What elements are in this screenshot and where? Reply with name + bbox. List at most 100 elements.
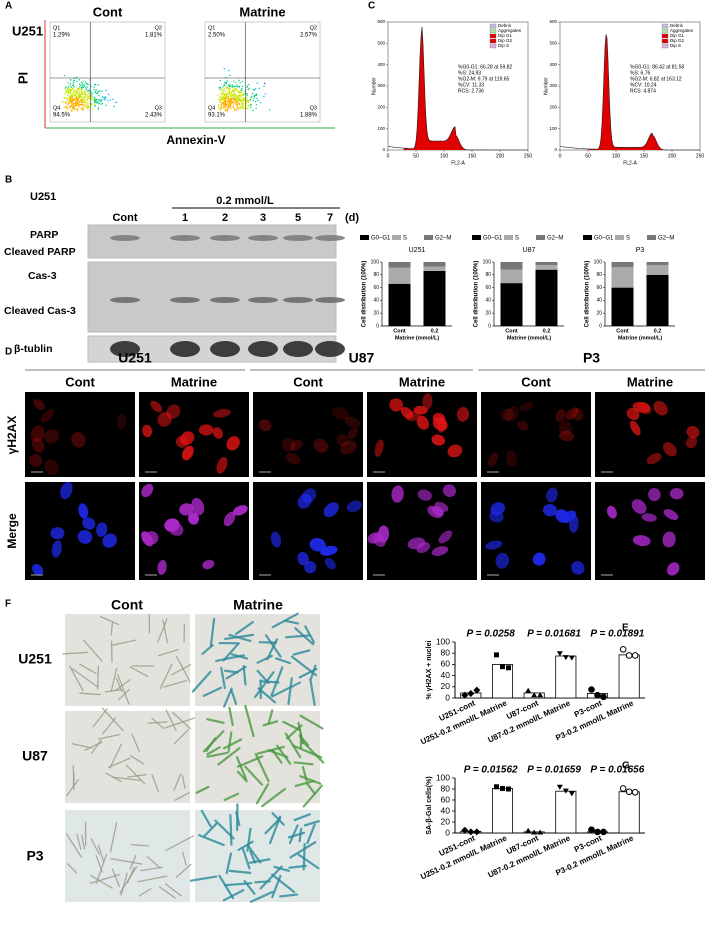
cell (189, 875, 218, 882)
cell (217, 747, 241, 766)
cell-line: P3 (583, 350, 600, 366)
flow-dot (238, 92, 240, 94)
data-point (537, 829, 544, 835)
nucleus (44, 459, 59, 476)
cell (225, 665, 247, 680)
cell (129, 666, 149, 678)
flow-dot (226, 80, 228, 82)
y-tick-label: 20 (441, 681, 451, 691)
cell (273, 865, 291, 872)
cell (95, 853, 108, 884)
flow-dot (98, 94, 100, 97)
flow-dot (240, 107, 242, 109)
flow-dot (247, 100, 250, 102)
flow-dot (67, 82, 70, 84)
flow-dot (74, 94, 77, 96)
legend-text: Dip G2 (670, 38, 685, 43)
data-point (562, 655, 569, 661)
flow-dot (219, 86, 222, 89)
quadrant-percent: 1.88% (300, 113, 318, 119)
nucleus (212, 427, 223, 439)
nucleus (389, 398, 404, 412)
flow-dot (80, 84, 82, 86)
data-point (494, 784, 499, 790)
flow-dot (71, 110, 73, 112)
flow-dot (77, 108, 79, 110)
flow-dot (222, 95, 225, 98)
cell-line: P3 (26, 848, 43, 864)
flow-dot (72, 84, 75, 86)
flow-dot (69, 106, 71, 108)
y-tick-label: 500 (377, 41, 385, 46)
flow-dot (80, 93, 82, 96)
flow-dot (76, 92, 79, 95)
flow-dot (95, 99, 98, 101)
chart-title: U87 (523, 247, 536, 254)
x-tick-label: 0.2 (654, 328, 662, 334)
flow-dot (250, 106, 252, 108)
band (248, 341, 278, 357)
flow-dot (223, 68, 225, 70)
flow-dot (65, 101, 67, 103)
flow-dot (233, 88, 235, 90)
flow-dot (65, 97, 67, 99)
flow-dot (71, 89, 73, 91)
flow-dot (230, 97, 232, 100)
flow-dot (237, 102, 239, 104)
flow-dot (223, 93, 226, 95)
flow-dot (93, 83, 96, 86)
cell (131, 733, 140, 752)
cell (249, 890, 274, 903)
flow-dot (234, 88, 236, 90)
cell (302, 784, 323, 808)
cell (107, 757, 131, 769)
legend-text: S (515, 236, 519, 242)
flow-dot (225, 90, 228, 93)
cell (111, 776, 142, 782)
nucleus (323, 502, 339, 518)
flow-dot (240, 89, 242, 91)
flow-dot (220, 91, 222, 94)
flow-dot (71, 96, 74, 99)
flow-dot (221, 88, 223, 91)
nucleus (485, 540, 503, 550)
cell (79, 692, 101, 696)
cell (69, 665, 84, 692)
flow-dot (242, 97, 244, 100)
axis-label: Matrine (mmol/L) (395, 335, 439, 341)
flow-dot (88, 83, 90, 86)
flow-dot (80, 101, 82, 103)
cell (83, 639, 103, 662)
flow-dot (69, 109, 72, 111)
flow-dot (223, 90, 225, 92)
flow-dot (80, 87, 83, 89)
flow-dot (112, 98, 114, 100)
lane-label: 1 (182, 212, 188, 224)
flow-dot (230, 92, 232, 94)
flow-dot (227, 97, 229, 99)
flow-dot (86, 96, 89, 98)
flow-dot (217, 105, 219, 108)
cell (198, 834, 225, 847)
nucleus (31, 437, 45, 453)
p-value: P = 0.01659 (527, 765, 581, 776)
cell (293, 813, 311, 822)
quadrant-percent: 1.81% (145, 33, 163, 39)
flow-dot (91, 93, 93, 95)
legend-text: S (626, 236, 630, 242)
band (315, 341, 345, 357)
nucleus (391, 485, 404, 503)
flow-dot (99, 90, 101, 92)
flow-dot (234, 95, 236, 97)
legend-swatch (360, 235, 369, 240)
cell (288, 824, 299, 844)
flow-dot (83, 83, 85, 86)
cell (244, 704, 255, 738)
flow-dot (235, 103, 238, 106)
bar (555, 790, 577, 834)
flow-dot (73, 89, 75, 91)
nucleus (270, 531, 282, 548)
cell (110, 622, 114, 636)
bar-segment (611, 287, 634, 326)
cell (289, 841, 317, 859)
